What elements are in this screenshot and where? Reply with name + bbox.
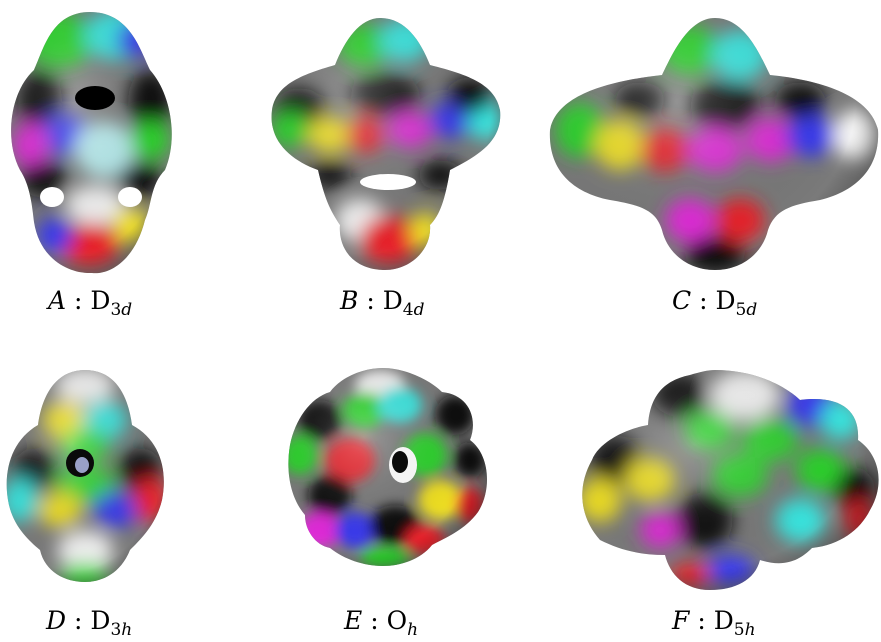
caption-A: A : D3d — [48, 286, 132, 320]
caption-D-sep: : — [74, 606, 83, 635]
caption-F-subscript: 5h — [734, 620, 756, 640]
caption-C: C : D5d — [672, 286, 757, 320]
caption-C-group: D — [715, 286, 736, 315]
caption-F-subscript-num: 5 — [733, 620, 745, 640]
caption-B-label: B — [340, 286, 359, 315]
caption-C-label: C — [672, 286, 692, 315]
caption-F-sep: : — [697, 606, 706, 635]
caption-D-subscript-letter: h — [121, 620, 133, 640]
caption-C-subscript-letter: d — [746, 300, 758, 320]
caption-D-group: D — [90, 606, 111, 635]
caption-A-subscript: 3d — [110, 300, 132, 320]
caption-A-subscript-num: 3 — [110, 300, 122, 320]
caption-E: E : Oh — [344, 606, 418, 640]
caption-F-label: F — [672, 606, 690, 635]
caption-B-subscript-num: 4 — [402, 300, 414, 320]
caption-B-subscript: 4d — [403, 300, 425, 320]
caption-B-sep: : — [366, 286, 375, 315]
caption-D: D : D3h — [46, 606, 132, 640]
caption-D-subscript-num: 3 — [110, 620, 122, 640]
caption-D-subscript: 3h — [110, 620, 132, 640]
molecule-F-surface — [582, 370, 879, 590]
caption-E-subscript-letter: h — [407, 620, 419, 640]
caption-C-subscript-num: 5 — [735, 300, 747, 320]
caption-E-group: O — [386, 606, 408, 635]
molecule-D-surface — [6, 370, 164, 582]
caption-F-subscript-letter: h — [744, 620, 756, 640]
caption-A-group: D — [90, 286, 111, 315]
caption-A-label: A — [48, 286, 67, 315]
caption-E-label: E — [344, 606, 363, 635]
molecule-C-surface — [549, 18, 879, 270]
caption-C-sep: : — [699, 286, 708, 315]
caption-E-sep: : — [370, 606, 379, 635]
caption-A-subscript-letter: d — [121, 300, 133, 320]
caption-D-label: D — [46, 606, 67, 635]
molecule-A-surface — [11, 12, 172, 274]
caption-E-subscript: h — [407, 620, 418, 640]
caption-F: F : D5h — [672, 606, 756, 640]
hole-B — [360, 174, 416, 190]
hole-A-top — [75, 86, 115, 110]
molecule-E-surface — [288, 368, 488, 566]
caption-B-group: D — [382, 286, 403, 315]
caption-B-subscript-letter: d — [413, 300, 425, 320]
caption-F-group: D — [713, 606, 734, 635]
caption-B: B : D4d — [340, 286, 424, 320]
caption-C-subscript: 5d — [736, 300, 758, 320]
molecule-B-surface — [271, 18, 501, 270]
caption-A-sep: : — [74, 286, 83, 315]
